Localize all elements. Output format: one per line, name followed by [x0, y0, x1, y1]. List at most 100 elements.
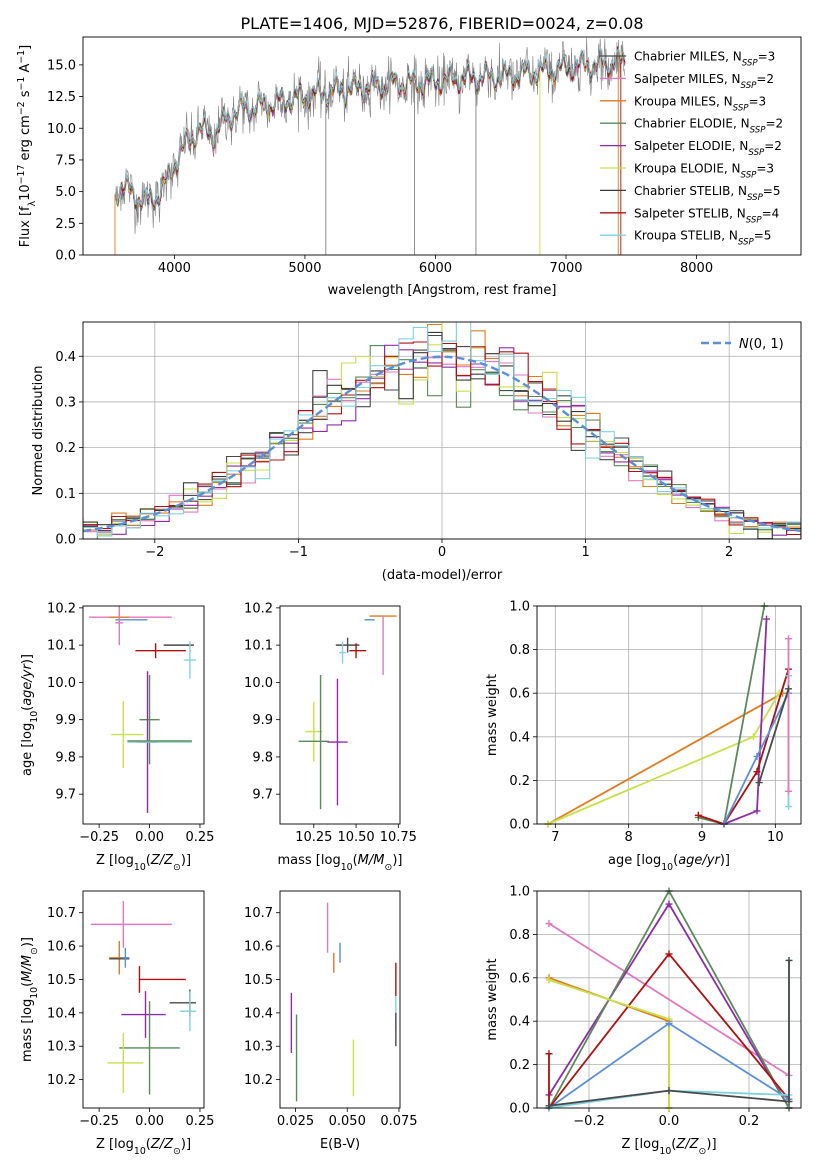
- y-tick-label: 10.3: [244, 1040, 273, 1055]
- x-tick-label: 0.25: [185, 830, 214, 845]
- massweight_vs_age-xlabel: age [log10(age/yr)]: [608, 853, 730, 873]
- series-marker: [753, 752, 761, 760]
- legend-entry: Chabrier STELIB, NSSP=5: [634, 184, 781, 203]
- y-tick-label: 5.0: [55, 185, 76, 200]
- age_vs_mass-frame: [279, 605, 401, 825]
- massweight_vs_Z-series: [545, 887, 793, 1112]
- residuals-xlabel: (data-model)/error: [382, 568, 503, 583]
- y-tick-label: 1.0: [509, 600, 530, 615]
- series-marker: [753, 807, 761, 815]
- y-tick-label: 10.1: [244, 639, 273, 654]
- series-line-chabrier_miles: [548, 960, 790, 1107]
- y-tick-label: 0.8: [509, 643, 530, 658]
- y-tick-label: 0.0: [55, 533, 76, 548]
- series-marker: [763, 615, 771, 623]
- y-tick-label: 15.0: [47, 58, 76, 73]
- x-tick-label: 10: [767, 830, 784, 845]
- y-tick-label: 10.3: [47, 1040, 76, 1055]
- x-tick-label: 8: [625, 830, 633, 845]
- x-tick-label: 10.50: [337, 830, 374, 845]
- series-marker: [749, 733, 757, 741]
- mass_vs_ebv-xlabel: E(B-V): [320, 1137, 360, 1152]
- series-line-normal_curve: [723, 692, 790, 825]
- series-marker: [785, 803, 793, 811]
- x-tick-label: 0: [438, 545, 446, 560]
- x-tick-label: 0.075: [380, 1114, 417, 1129]
- y-tick-label: 0.0: [55, 249, 76, 264]
- y-tick-label: 0.4: [55, 350, 76, 365]
- x-tick-label: 7000: [549, 261, 582, 276]
- x-tick-label: 0.00: [135, 1114, 164, 1129]
- y-tick-label: 10.7: [47, 906, 76, 921]
- series-marker: [785, 1097, 793, 1105]
- x-tick-label: 5000: [288, 261, 321, 276]
- y-tick-label: 0.6: [509, 971, 530, 986]
- y-tick-label: 0.2: [509, 774, 530, 789]
- age_vs_Z-xlabel: Z [log10(Z/Z⊙)]: [96, 853, 191, 873]
- y-tick-label: 7.5: [55, 153, 76, 168]
- series-marker: [665, 900, 673, 908]
- series-marker: [665, 950, 673, 958]
- y-tick-label: 10.5: [47, 973, 76, 988]
- legend-entry: Kroupa ELODIE, NSSP=3: [634, 162, 774, 181]
- x-tick-label: −1: [289, 545, 308, 560]
- y-tick-label: 9.7: [55, 788, 76, 803]
- spectrum-ylabel: Flux [fλ10−17 erg cm−2 s−1 A−1]: [16, 45, 38, 247]
- x-tick-label: 0.0: [659, 1114, 680, 1129]
- mass_vs_ebv-axes: 0.025 0.050 0.075 10.2 10.3 10.4 10.5 10.6 10.7: [244, 906, 418, 1129]
- y-tick-label: 10.6: [244, 940, 273, 955]
- y-tick-label: 10.0: [47, 676, 76, 691]
- y-tick-label: 10.2: [244, 601, 273, 616]
- mass_vs_ebv-frame: [279, 890, 401, 1109]
- legend-entry: Salpeter MILES, NSSP=2: [634, 72, 774, 91]
- y-tick-label: 10.5: [244, 973, 273, 988]
- mass_vs_ebv-points: [290, 902, 397, 1102]
- residuals-ylabel: Normed distribution: [31, 366, 46, 496]
- spectrum-axes: 4000 5000 6000 7000 8000 0.0 2.5 5.0 7.5 10.0 12.5…: [47, 58, 713, 276]
- x-tick-label: 1: [581, 545, 589, 560]
- y-tick-label: 9.7: [252, 788, 273, 803]
- legend-entry: Salpeter STELIB, NSSP=4: [634, 206, 779, 225]
- y-tick-label: 10.4: [47, 1006, 76, 1021]
- massweight_vs_Z-frame: [536, 890, 802, 1109]
- spectrum-frame: [82, 36, 802, 256]
- y-tick-label: 9.8: [55, 750, 76, 765]
- legend-entry: Chabrier MILES, NSSP=3: [634, 50, 775, 69]
- model-spectrum-kroupa_stelib: [115, 46, 626, 207]
- y-tick-label: 0.4: [509, 730, 530, 745]
- massweight_vs_Z-ylabel: mass weight: [485, 958, 500, 1040]
- y-tick-label: 12.5: [47, 90, 76, 105]
- x-tick-label: 9: [698, 830, 706, 845]
- y-tick-label: 9.9: [55, 713, 76, 728]
- series-line-kroupa_miles: [547, 692, 784, 825]
- y-tick-label: 0.2: [509, 1058, 530, 1073]
- series-line-kroupa_miles: [548, 976, 670, 1108]
- y-tick-label: 10.7: [244, 906, 273, 921]
- x-tick-label: −0.25: [79, 1114, 119, 1129]
- x-tick-label: 0.00: [135, 830, 164, 845]
- massweight_vs_Z-xlabel: Z [log10(Z/Z⊙)]: [621, 1137, 716, 1157]
- spectrum-legend: Chabrier MILES, NSSP=3 Salpeter MILES, NS…: [600, 50, 783, 248]
- age_vs_mass-points: [298, 615, 397, 810]
- x-tick-label: 7: [551, 830, 559, 845]
- y-tick-label: 0.6: [509, 687, 530, 702]
- y-tick-label: 2.5: [55, 217, 76, 232]
- age_vs_Z-frame: [82, 605, 205, 825]
- residuals-frame: [82, 321, 802, 540]
- legend-entry: Kroupa STELIB, NSSP=5: [634, 229, 771, 248]
- y-tick-label: 0.0: [509, 1102, 530, 1117]
- legend-entry: N(0, 1): [739, 337, 784, 352]
- massweight_vs_age-series: [544, 602, 793, 828]
- series-marker: [785, 956, 793, 964]
- y-tick-label: 0.3: [55, 395, 76, 410]
- legend-entry: Kroupa MILES, NSSP=3: [634, 94, 766, 113]
- histogram-kroupa_stelib: [83, 322, 801, 537]
- x-tick-label: −0.2: [573, 1114, 605, 1129]
- mass_vs_Z-points: [91, 901, 196, 1095]
- age_vs_mass-xlabel: mass [log10(M/M⊙)]: [278, 853, 403, 873]
- y-tick-label: 0.1: [55, 487, 76, 502]
- x-tick-label: 6000: [419, 261, 452, 276]
- series-marker: [755, 779, 763, 787]
- series-marker: [785, 787, 793, 795]
